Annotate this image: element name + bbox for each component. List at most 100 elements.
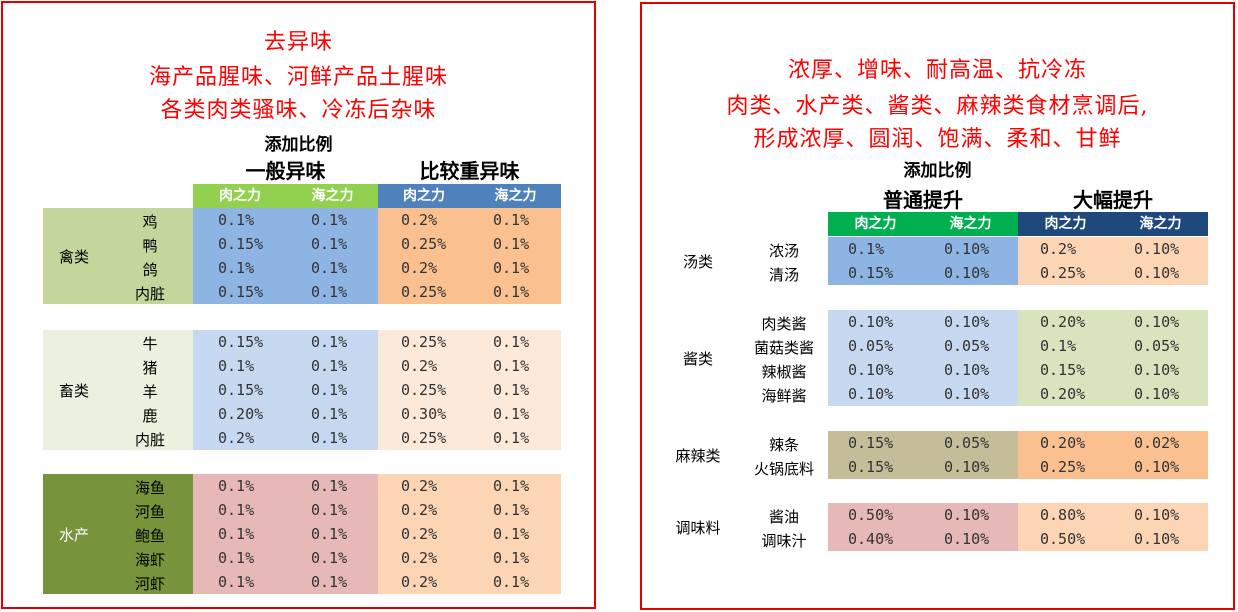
- row-label: 羊: [142, 383, 158, 401]
- row-label: 海虾: [134, 551, 165, 569]
- value-cell: 0.05%: [944, 337, 990, 355]
- left-title-2: 海产品腥味、河鲜产品土腥味: [148, 65, 448, 90]
- left-col-header: 肉之力: [193, 184, 287, 208]
- value-cell: 0.25%: [401, 381, 447, 399]
- category-label: 酱类: [682, 350, 713, 368]
- value-cell: 0.1%: [218, 357, 255, 375]
- value-cell: 0.1%: [493, 429, 530, 447]
- value-cell: 0.2%: [401, 211, 438, 229]
- category-label: 调味料: [675, 519, 721, 537]
- left-group-a: 一般异味: [245, 159, 326, 183]
- value-cell: 0.15%: [218, 381, 264, 399]
- value-cell: 0.10%: [944, 313, 990, 331]
- right-ratio-label: 添加比例: [903, 161, 972, 181]
- value-cell: 0.2%: [401, 573, 438, 591]
- value-cell: 0.10%: [1134, 264, 1180, 282]
- value-cell: 0.1%: [493, 333, 530, 351]
- left-col-header: 肉之力: [378, 184, 470, 208]
- value-cell: 0.1%: [848, 240, 885, 258]
- value-cell: 0.10%: [1134, 458, 1180, 476]
- category-label: 水产: [58, 526, 89, 544]
- row-label: 鸭: [142, 237, 158, 255]
- value-cell: 0.02%: [1134, 434, 1180, 452]
- left-col-header: 海之力: [287, 184, 378, 208]
- value-cell: 0.50%: [1040, 530, 1086, 548]
- value-cell: 0.2%: [401, 259, 438, 277]
- category-label: 畜类: [58, 382, 89, 400]
- value-cell: 0.40%: [848, 530, 894, 548]
- value-cell: 0.10%: [1134, 506, 1180, 524]
- value-cell: 0.1%: [311, 573, 348, 591]
- left-ratio-label: 添加比例: [264, 135, 333, 155]
- value-cell: 0.1%: [493, 525, 530, 543]
- value-cell: 0.2%: [1040, 240, 1077, 258]
- row-label: 河鱼: [134, 503, 165, 521]
- value-cell: 0.1%: [311, 477, 348, 495]
- value-cell: 0.1%: [311, 429, 348, 447]
- row-label: 鸽: [142, 261, 158, 279]
- value-cell: 0.10%: [944, 264, 990, 282]
- value-cell: 0.25%: [401, 429, 447, 447]
- right-group-b: 大幅提升: [1073, 188, 1153, 212]
- value-cell: 0.1%: [1040, 337, 1077, 355]
- value-cell: 0.05%: [944, 434, 990, 452]
- value-cell: 0.1%: [311, 235, 348, 253]
- value-cell: 0.1%: [311, 381, 348, 399]
- value-cell: 0.1%: [493, 357, 530, 375]
- row-label: 清汤: [768, 266, 799, 284]
- category-label: 汤类: [682, 253, 713, 271]
- left-title-1: 去异味: [263, 30, 333, 55]
- value-cell: 0.1%: [311, 333, 348, 351]
- value-cell: 0.10%: [944, 458, 990, 476]
- value-cell: 0.1%: [311, 405, 348, 423]
- value-cell: 0.1%: [493, 501, 530, 519]
- value-cell: 0.1%: [218, 259, 255, 277]
- row-label: 鲍鱼: [134, 527, 165, 545]
- right-col-header: 海之力: [923, 212, 1018, 236]
- value-cell: 0.10%: [1134, 313, 1180, 331]
- value-cell: 0.50%: [848, 506, 894, 524]
- value-cell: 0.2%: [218, 429, 255, 447]
- value-cell: 0.2%: [401, 549, 438, 567]
- row-label: 牛: [142, 335, 158, 353]
- left-panel: 去异味 海产品腥味、河鲜产品土腥味 各类肉类骚味、冷冻后杂味 添加比例 一般异味…: [1, 1, 596, 609]
- value-cell: 0.15%: [218, 235, 264, 253]
- category-label: 麻辣类: [675, 447, 721, 465]
- value-cell: 0.30%: [401, 405, 447, 423]
- value-cell: 0.1%: [311, 357, 348, 375]
- left-col-header: 海之力: [470, 184, 561, 208]
- row-label: 辣椒酱: [761, 363, 807, 381]
- value-cell: 0.15%: [848, 264, 894, 282]
- right-col-header: 肉之力: [1018, 212, 1113, 236]
- value-cell: 0.2%: [401, 501, 438, 519]
- value-cell: 0.25%: [401, 235, 447, 253]
- row-label: 鸡: [142, 213, 158, 231]
- value-cell: 0.1%: [311, 501, 348, 519]
- value-cell: 0.15%: [218, 333, 264, 351]
- right-panel: 浓厚、增味、耐高温、抗冷冻 肉类、水产类、酱类、麻辣类食材烹调后, 形成浓厚、圆…: [640, 2, 1235, 610]
- value-cell: 0.20%: [1040, 313, 1086, 331]
- row-label: 菌菇类酱: [753, 339, 814, 357]
- value-cell: 0.1%: [218, 525, 255, 543]
- value-cell: 0.10%: [1134, 530, 1180, 548]
- row-label: 内脏: [134, 285, 165, 303]
- value-cell: 0.1%: [493, 283, 530, 301]
- value-cell: 0.1%: [493, 405, 530, 423]
- right-group-a: 普通提升: [883, 188, 963, 212]
- value-cell: 0.1%: [311, 211, 348, 229]
- row-label: 调味汁: [761, 532, 807, 550]
- row-label: 酱油: [768, 508, 799, 526]
- value-cell: 0.10%: [1134, 240, 1180, 258]
- row-label: 海鲜酱: [761, 387, 807, 405]
- value-cell: 0.15%: [848, 434, 894, 452]
- row-label: 内脏: [134, 431, 165, 449]
- row-label: 肉类酱: [761, 315, 807, 333]
- value-cell: 0.25%: [1040, 264, 1086, 282]
- right-col-header: 海之力: [1113, 212, 1208, 236]
- value-cell: 0.15%: [1040, 361, 1086, 379]
- value-cell: 0.10%: [1134, 361, 1180, 379]
- value-cell: 0.1%: [218, 549, 255, 567]
- value-cell: 0.1%: [218, 211, 255, 229]
- value-cell: 0.10%: [944, 530, 990, 548]
- value-cell: 0.25%: [1040, 458, 1086, 476]
